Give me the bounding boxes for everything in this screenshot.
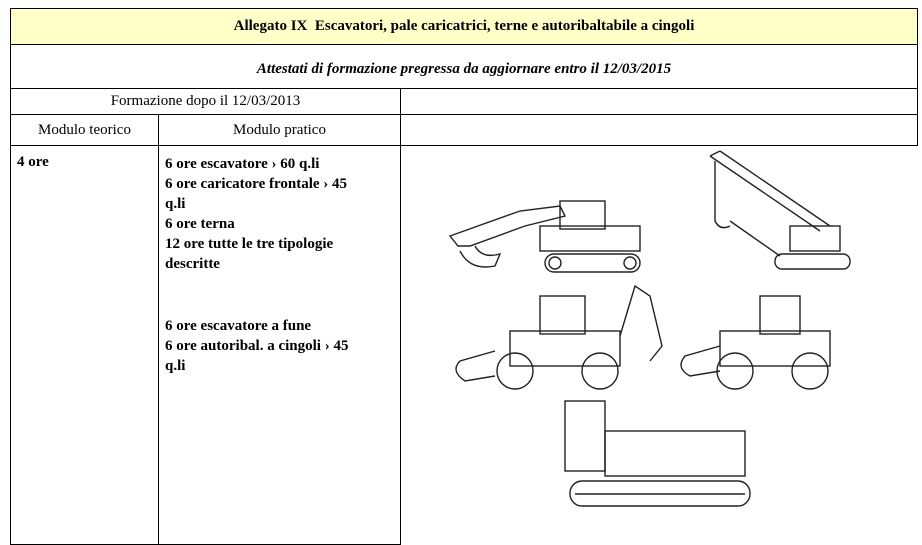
machine-drawings [448,150,851,507]
page: Allegato IX Escavatori, pale caricatrici… [10,8,918,545]
practice-cell: 6 ore escavatore › 60 q.li 6 ore caricato… [158,145,401,545]
group-header: Formazione dopo il 12/03/2013 [10,88,401,115]
subtitle: Attestati di formazione pregressa da agg… [10,44,918,89]
wheel-loader [680,295,831,390]
practice-item: 6 ore escavatore a fune [165,318,312,334]
dump-truck [564,400,751,507]
image-cell [400,145,918,545]
backhoe-loader [455,284,663,390]
title: Allegato IX Escavatori, pale caricatrici… [10,8,918,45]
column-header: Modulo teorico [10,114,159,146]
practice-item: 6 ore autoribal. a cingoli › 45 q.li [165,338,349,374]
empty-cell [400,114,918,146]
theory-cell: 4 ore [10,145,159,545]
practice-item: 6 ore escavatore › 60 q.li [165,156,320,172]
column-header: Modulo pratico [158,114,401,146]
theory-hours: 4 ore [17,154,49,170]
practice-item: 12 ore tutte le tre tipologie descritte [165,236,334,272]
empty-cell [400,88,918,115]
excavator [448,200,641,273]
crane [709,150,851,270]
practice-item: 6 ore caricatore frontale › 45 q.li [165,176,348,212]
practice-item: 6 ore terna [165,216,235,232]
